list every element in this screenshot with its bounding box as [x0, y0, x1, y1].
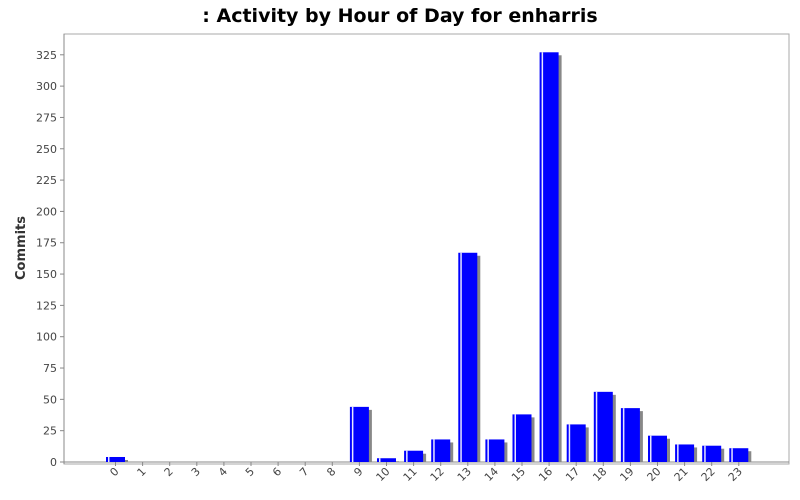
bar-highlight — [108, 456, 110, 462]
y-tick-label: 200 — [36, 205, 57, 218]
bar-hour-22 — [702, 445, 722, 462]
y-tick-label: 125 — [36, 299, 57, 312]
y-tick-label: 325 — [36, 49, 57, 62]
bar-hour-11 — [404, 450, 424, 462]
bar-hour-13 — [458, 252, 478, 462]
bar-highlight — [406, 450, 408, 462]
bar-hour-15 — [512, 414, 532, 462]
bar-highlight — [460, 252, 462, 462]
bar-highlight — [677, 444, 679, 462]
bar-hour-16 — [539, 52, 559, 462]
y-tick-label: 0 — [50, 456, 57, 469]
y-tick-label: 25 — [43, 425, 57, 438]
y-tick-label: 275 — [36, 111, 57, 124]
bar-highlight — [704, 445, 706, 462]
y-tick-label: 250 — [36, 143, 57, 156]
bar-hour-14 — [485, 439, 505, 462]
y-axis-label: Commits — [14, 216, 29, 280]
bar-hour-18 — [593, 391, 613, 462]
y-tick-label: 300 — [36, 80, 57, 93]
bar-highlight — [351, 406, 354, 462]
bar-highlight — [731, 448, 733, 462]
y-axis: 0 25 50 75 100 125 150 175 200 225 250 275 300 325 — [36, 34, 65, 469]
y-tick-label: 225 — [36, 174, 57, 187]
bar-hour-17 — [566, 424, 586, 462]
bar-hour-12 — [431, 439, 451, 462]
y-tick-label: 175 — [36, 237, 57, 250]
bar-highlight — [433, 439, 435, 462]
bar-hour-19 — [620, 408, 640, 462]
bar-highlight — [568, 424, 571, 462]
plot-area — [63, 33, 790, 465]
chart-title: : Activity by Hour of Day for enharris — [202, 5, 597, 27]
y-tick-label: 75 — [43, 362, 57, 375]
y-tick-label: 50 — [43, 393, 57, 406]
bar-hour-23 — [729, 448, 749, 462]
y-tick-label: 150 — [36, 268, 57, 281]
bar-hour-21 — [675, 444, 695, 462]
bar-highlight — [514, 414, 516, 462]
bar-hour-20 — [648, 435, 667, 462]
bar-highlight — [379, 458, 381, 462]
bar-highlight — [595, 391, 598, 462]
bar-highlight — [650, 435, 652, 462]
bars — [106, 52, 752, 462]
bar-highlight — [622, 408, 625, 462]
bar-highlight — [541, 52, 544, 462]
bar-hour-9 — [349, 406, 369, 462]
bar-hour-0 — [106, 456, 125, 462]
bar-highlight — [487, 439, 489, 462]
bar-hour-10 — [377, 458, 396, 462]
y-tick-label: 100 — [36, 331, 57, 344]
